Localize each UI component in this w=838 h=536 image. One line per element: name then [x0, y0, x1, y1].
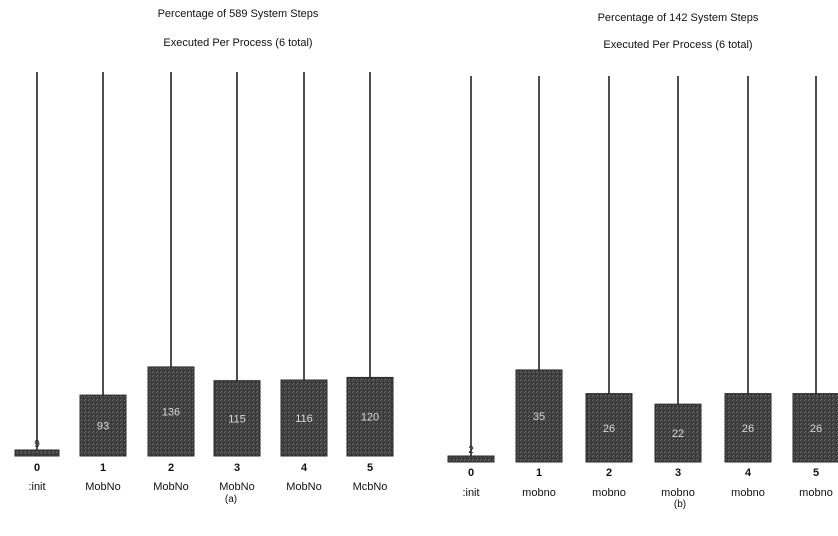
process-id-b-2: 2: [606, 467, 612, 479]
value-label-a-0: 9: [34, 439, 40, 450]
process-name-b-1: mobno: [522, 487, 556, 499]
process-id-a-1: 1: [100, 462, 106, 474]
bar-a-3: [213, 380, 261, 457]
process-name-a-1: MobNo: [85, 481, 120, 493]
bar-a-0: [14, 449, 60, 457]
chart-title-a-line2: Executed Per Process (6 total): [163, 37, 312, 49]
process-id-b-3: 3: [675, 467, 681, 479]
value-label-b-0: 2: [468, 445, 474, 456]
chart-panel-a: Percentage of 589 System Steps Executed …: [14, 8, 394, 505]
value-label-a-1: 93: [97, 421, 109, 433]
bar-b-1: [515, 369, 563, 463]
chart-caption-a: (a): [225, 494, 237, 505]
process-name-a-4: MobNo: [286, 481, 321, 493]
value-label-a-2: 136: [162, 406, 180, 418]
process-id-a-2: 2: [168, 462, 174, 474]
value-label-a-5: 120: [361, 412, 379, 424]
value-label-b-3: 22: [672, 428, 684, 440]
value-label-b-5: 26: [810, 423, 822, 435]
process-name-b-2: mobno: [592, 487, 626, 499]
chart-title-b-line2: Executed Per Process (6 total): [603, 39, 752, 51]
process-id-b-5: 5: [813, 467, 819, 479]
bar-b-5: [792, 393, 838, 463]
process-name-b-0: :init: [462, 487, 479, 499]
value-label-b-4: 26: [742, 423, 754, 435]
bar-a-1: [79, 394, 127, 457]
bar-a-2: [147, 366, 195, 457]
process-name-a-5: McbNo: [353, 481, 388, 493]
bars-group-a: 9 0 :init 93 1 MobNo 136 2 MobNo 115 3 MobNo 116 4 Mob…: [14, 72, 394, 493]
value-label-a-3: 115: [228, 413, 246, 425]
process-name-b-5: mobno: [799, 487, 833, 499]
process-id-a-4: 4: [301, 462, 308, 474]
process-id-a-3: 3: [234, 462, 240, 474]
value-label-b-1: 35: [533, 411, 545, 423]
bar-b-3: [654, 403, 702, 463]
bar-b-2: [585, 393, 633, 463]
bar-a-4: [280, 379, 328, 457]
bar-a-5: [346, 376, 394, 457]
chart-panel-b: Percentage of 142 System Steps Executed …: [447, 12, 838, 510]
process-name-a-2: MobNo: [153, 481, 188, 493]
value-label-b-2: 26: [603, 423, 615, 435]
chart-title-b-line1: Percentage of 142 System Steps: [598, 12, 759, 24]
process-name-b-4: mobno: [731, 487, 765, 499]
process-id-b-4: 4: [745, 467, 752, 479]
process-id-b-1: 1: [536, 467, 542, 479]
process-name-a-3: MobNo: [219, 481, 254, 493]
process-id-b-0: 0: [468, 467, 474, 479]
value-label-a-4: 116: [295, 413, 313, 425]
chart-caption-b: (b): [674, 499, 686, 510]
bars-group-b: 2 0 :init 35 1 mobno 26 2 mobno 22 3 mobno 26 4 mobno 2…: [447, 76, 838, 499]
bar-b-0: [447, 455, 495, 463]
bar-b-4: [724, 393, 772, 463]
process-name-a-0: :init: [28, 481, 45, 493]
process-name-b-3: mobno: [661, 487, 695, 499]
chart-title-a-line1: Percentage of 589 System Steps: [158, 8, 319, 20]
process-id-a-0: 0: [34, 462, 40, 474]
process-id-a-5: 5: [367, 462, 373, 474]
